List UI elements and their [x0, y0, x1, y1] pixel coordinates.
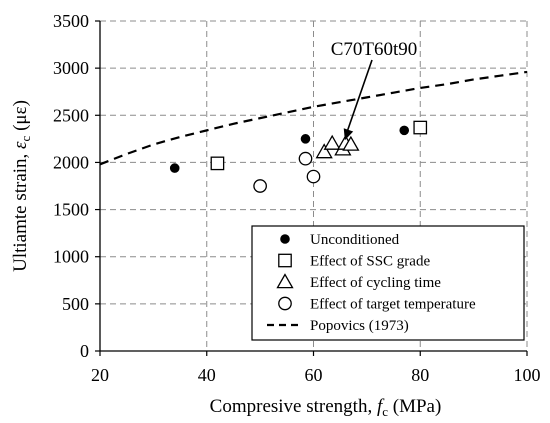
popovics-curve — [99, 70, 528, 166]
legend-marker — [278, 253, 292, 268]
legend-label: Effect of cycling time — [310, 275, 441, 291]
target-temperature-point — [298, 151, 313, 166]
ssc-grade-point — [210, 156, 225, 171]
legend-marker — [278, 296, 292, 311]
x-tick-label: 100 — [514, 365, 541, 385]
x-tick-label: 40 — [198, 365, 216, 385]
annotation-arrowhead — [343, 128, 354, 141]
y-tick-label: 3000 — [53, 58, 89, 78]
y-tick-label: 1000 — [53, 247, 89, 267]
legend: Unconditioned Effect of SSC grade Effect o… — [251, 225, 525, 341]
y-axis-title: Ultiamte strain, εc (με) — [10, 100, 33, 272]
y-tick-label: 0 — [80, 341, 89, 361]
cycling-time-point — [323, 134, 341, 150]
x-tick-label: 80 — [411, 365, 429, 385]
x-tick-label: 20 — [91, 365, 109, 385]
data-markers — [169, 120, 428, 193]
ssc-grade-point — [413, 120, 428, 135]
legend-label: Effect of target temperature — [310, 297, 476, 313]
y-tick-label: 2500 — [53, 105, 89, 125]
cycling-time-point — [342, 135, 360, 151]
y-tick-label: 3500 — [53, 11, 89, 31]
annotation: C70T60t90 — [331, 39, 418, 141]
unconditioned-point — [169, 163, 180, 173]
cycling-time-point — [315, 143, 333, 159]
legend-marker — [276, 273, 294, 289]
annotation-arrow-line — [344, 59, 373, 139]
y-tick-label: 1500 — [53, 200, 89, 220]
x-axis-title: Compresive strength, fc (MPa) — [210, 396, 442, 419]
target-temperature-point — [306, 169, 321, 184]
legend-marker — [280, 234, 290, 244]
unconditioned-point — [399, 125, 410, 136]
legend-label: Unconditioned — [310, 232, 400, 248]
y-tick-label: 500 — [62, 294, 89, 314]
legend-label: Effect of SSC grade — [310, 254, 430, 270]
unconditioned-point — [300, 134, 311, 144]
axis-titles: Compresive strength, fc (MPa) Ultiamte st… — [10, 100, 441, 419]
curve-layer — [99, 70, 528, 166]
x-tick-label: 60 — [305, 365, 323, 385]
legend-label: Popovics (1973) — [310, 318, 409, 334]
y-tick-label: 2000 — [53, 152, 89, 172]
target-temperature-point — [253, 179, 267, 193]
annotation-label: C70T60t90 — [331, 39, 418, 60]
legend-box — [251, 225, 525, 341]
